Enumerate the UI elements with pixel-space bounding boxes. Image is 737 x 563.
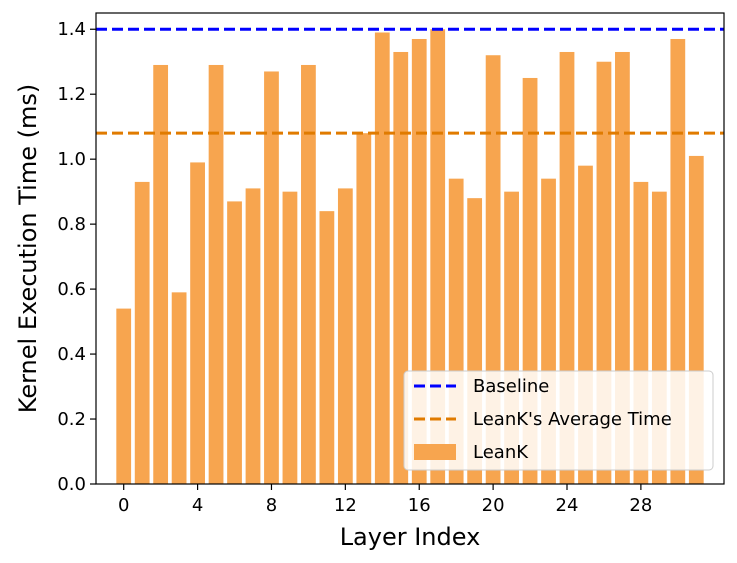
x-tick-label: 12 (334, 495, 357, 516)
bar-layer-3 (171, 292, 187, 484)
y-tick-label: 0.8 (57, 214, 86, 235)
legend-label: LeanK (473, 442, 529, 463)
x-tick-label: 28 (629, 495, 652, 516)
bar-layer-2 (153, 64, 169, 484)
y-axis-title: Kernel Execution Time (ms) (14, 84, 42, 413)
x-axis-ticks: 0 4 8 12 16 20 24 28 (118, 484, 652, 516)
bar-layer-13 (356, 133, 372, 484)
y-tick-label: 1.4 (57, 19, 86, 40)
x-tick-label: 16 (408, 495, 431, 516)
bar-layer-7 (245, 188, 261, 484)
bar-layer-12 (337, 188, 353, 484)
x-tick-label: 24 (556, 495, 579, 516)
bar-layer-4 (190, 162, 205, 484)
y-tick-label: 0.6 (57, 279, 86, 300)
x-tick-label: 4 (192, 495, 203, 516)
x-tick-label: 20 (482, 495, 505, 516)
plot-frame (95, 12, 725, 485)
y-tick-label: 1.2 (57, 84, 86, 105)
bar-layer-17 (430, 29, 446, 484)
bar-layer-10 (301, 64, 316, 484)
x-axis-title: Layer Index (340, 523, 481, 551)
x-tick-label: 8 (266, 495, 277, 516)
y-tick-label: 0.0 (57, 474, 86, 495)
legend-swatch-leank (414, 444, 456, 460)
x-tick-label: 0 (118, 495, 129, 516)
y-tick-label: 1.0 (57, 149, 86, 170)
legend-label: LeanK's Average Time (473, 409, 672, 430)
bar-layer-6 (227, 201, 242, 484)
bar-layer-11 (319, 211, 335, 484)
bar-layer-1 (134, 181, 150, 484)
legend: Baseline LeanK's Average Time LeanK (403, 370, 714, 471)
y-axis-ticks: 0.0 0.2 0.4 0.6 0.8 1.0 1.2 1.4 (57, 19, 96, 495)
bar-layer-0 (116, 308, 132, 484)
reference-lines (96, 27, 724, 135)
legend-label: Baseline (473, 376, 549, 397)
y-tick-label: 0.4 (57, 344, 86, 365)
bar-layer-9 (282, 191, 298, 485)
bar-layer-8 (264, 71, 279, 484)
bar-layer-14 (374, 32, 390, 484)
y-tick-label: 0.2 (57, 409, 86, 430)
bar-layer-5 (208, 64, 224, 484)
legend-box (403, 370, 714, 471)
